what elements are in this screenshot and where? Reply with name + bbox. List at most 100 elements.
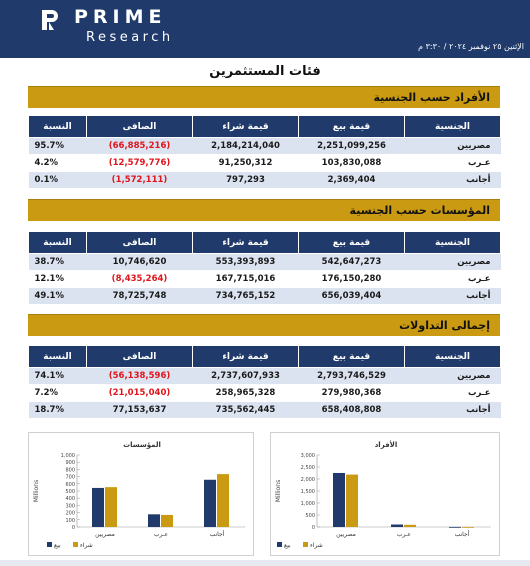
bar-buy bbox=[105, 487, 117, 527]
chart-title: الأفراد bbox=[375, 440, 398, 449]
y-tick-label: 900 bbox=[65, 460, 75, 466]
col-header-sell: قيمة بيع bbox=[298, 345, 405, 368]
cell-nationality: أجانب bbox=[404, 401, 501, 419]
bar-sell bbox=[148, 514, 160, 527]
bar-buy bbox=[404, 524, 416, 527]
logo-wordmark: PRIME bbox=[74, 6, 167, 28]
y-tick-label: 0 bbox=[72, 525, 75, 531]
col-header-sell: قيمة بيع bbox=[298, 115, 405, 138]
x-tick-label: أجانب bbox=[455, 530, 470, 538]
cell-buy: 167,715,016 bbox=[192, 270, 299, 288]
bar-sell bbox=[391, 524, 403, 527]
cell-sell: 2,251,099,256 bbox=[298, 137, 405, 155]
cell-percent: 49.1% bbox=[28, 287, 87, 305]
cell-sell: 103,830,088 bbox=[298, 154, 405, 172]
table-row: عـرب 176,150,280 167,715,016 (8,435,264)… bbox=[28, 270, 501, 288]
y-tick-label: 100 bbox=[65, 518, 75, 524]
y-axis-label: Millions bbox=[275, 480, 282, 502]
y-tick-label: 3,000 bbox=[301, 453, 315, 459]
cell-percent: 38.7% bbox=[28, 253, 87, 271]
y-tick-label: 200 bbox=[65, 511, 75, 517]
legend-label: بيع bbox=[54, 542, 61, 549]
cell-sell: 542,647,273 bbox=[298, 253, 405, 271]
bar-buy bbox=[462, 526, 474, 528]
legend-swatch bbox=[277, 542, 282, 547]
col-header-nationality: الجنسية bbox=[404, 115, 501, 138]
col-header-buy: قيمة شراء bbox=[192, 231, 299, 254]
x-tick-label: عـرب bbox=[154, 531, 168, 538]
bottom-strip bbox=[0, 560, 530, 566]
y-tick-label: 400 bbox=[65, 496, 75, 502]
table-row: أجانب 658,408,808 735,562,445 77,153,637… bbox=[28, 401, 501, 419]
y-axis-label: Millions bbox=[33, 480, 40, 502]
chart-title: المؤسسات bbox=[123, 441, 161, 449]
table-row: أجانب 656,039,404 734,765,152 78,725,748… bbox=[28, 287, 501, 305]
legend-swatch bbox=[47, 542, 52, 547]
table-header-row: الجنسية قيمة بيع قيمة شراء الصافى النسبة bbox=[28, 231, 501, 254]
cell-buy: 258,965,328 bbox=[192, 384, 299, 402]
cell-nationality: عـرب bbox=[404, 270, 501, 288]
logo-subtitle: Research bbox=[86, 30, 174, 45]
cell-net: 77,153,637 bbox=[86, 401, 193, 419]
col-header-sell: قيمة بيع bbox=[298, 231, 405, 254]
cell-buy: 91,250,312 bbox=[192, 154, 299, 172]
cell-net: (12,579,776) bbox=[86, 154, 193, 172]
cell-sell: 176,150,280 bbox=[298, 270, 405, 288]
institutions-table: الجنسية قيمة بيع قيمة شراء الصافى النسبة… bbox=[28, 231, 501, 305]
y-tick-label: 1,000 bbox=[301, 501, 315, 507]
col-header-percent: النسبة bbox=[28, 345, 87, 368]
report-header: PRIME Research الإثنين ٢٥ نوفمبر ٢٠٢٤ / … bbox=[0, 0, 530, 58]
bar-buy bbox=[161, 514, 173, 527]
y-tick-label: 800 bbox=[65, 467, 75, 473]
bar-sell bbox=[449, 526, 461, 528]
table-row: مصريين 542,647,273 553,393,893 10,746,62… bbox=[28, 253, 501, 271]
cell-nationality: مصريين bbox=[404, 137, 501, 155]
cell-nationality: عـرب bbox=[404, 154, 501, 172]
x-tick-label: عـرب bbox=[397, 531, 411, 538]
y-tick-label: 500 bbox=[305, 513, 315, 519]
section-band-institutions: المؤسسات حسب الجنسية bbox=[28, 199, 500, 221]
cell-sell: 658,408,808 bbox=[298, 401, 405, 419]
col-header-percent: النسبة bbox=[28, 115, 87, 138]
section-title: الأفراد حسب الجنسية bbox=[373, 91, 490, 104]
cell-nationality: أجانب bbox=[404, 287, 501, 305]
section-title: المؤسسات حسب الجنسية bbox=[349, 204, 490, 217]
section-title: إجمالى التداولات bbox=[399, 319, 490, 332]
table-row: عـرب 279,980,368 258,965,328 (21,015,040… bbox=[28, 384, 501, 402]
cell-buy: 553,393,893 bbox=[192, 253, 299, 271]
totals-table: الجنسية قيمة بيع قيمة شراء الصافى النسبة… bbox=[28, 345, 501, 419]
legend-swatch bbox=[303, 542, 308, 547]
table-row: مصريين 2,793,746,529 2,737,607,933 (56,1… bbox=[28, 367, 501, 385]
col-header-net: الصافى bbox=[86, 115, 193, 138]
cell-buy: 797,293 bbox=[192, 171, 299, 189]
prime-logo-icon bbox=[42, 10, 58, 30]
col-header-nationality: الجنسية bbox=[404, 345, 501, 368]
legend-label: شراء bbox=[80, 542, 93, 549]
x-tick-label: أجانب bbox=[210, 530, 225, 538]
y-tick-label: 0 bbox=[312, 525, 315, 531]
cell-percent: 74.1% bbox=[28, 367, 87, 385]
col-header-net: الصافى bbox=[86, 345, 193, 368]
bar-buy bbox=[346, 474, 358, 527]
cell-sell: 2,369,404 bbox=[298, 171, 405, 189]
cell-buy: 2,737,607,933 bbox=[192, 367, 299, 385]
bar-sell bbox=[92, 487, 104, 527]
section-band-individuals: الأفراد حسب الجنسية bbox=[28, 86, 500, 108]
legend-label: بيع bbox=[284, 542, 291, 549]
institutions-chart: المؤسسات Millions 0 100 200 300 400 500 600 700 80… bbox=[28, 432, 254, 556]
col-header-nationality: الجنسية bbox=[404, 231, 501, 254]
y-tick-label: 300 bbox=[65, 503, 75, 509]
bar-buy bbox=[217, 474, 229, 527]
bar-sell bbox=[204, 479, 216, 527]
cell-sell: 279,980,368 bbox=[298, 384, 405, 402]
y-tick-label: 500 bbox=[65, 489, 75, 495]
col-header-buy: قيمة شراء bbox=[192, 115, 299, 138]
cell-percent: 4.2% bbox=[28, 154, 87, 172]
cell-percent: 12.1% bbox=[28, 270, 87, 288]
cell-sell: 2,793,746,529 bbox=[298, 367, 405, 385]
cell-percent: 18.7% bbox=[28, 401, 87, 419]
page-title: فئات المستثمرين bbox=[209, 64, 321, 79]
cell-percent: 95.7% bbox=[28, 137, 87, 155]
cell-sell: 656,039,404 bbox=[298, 287, 405, 305]
